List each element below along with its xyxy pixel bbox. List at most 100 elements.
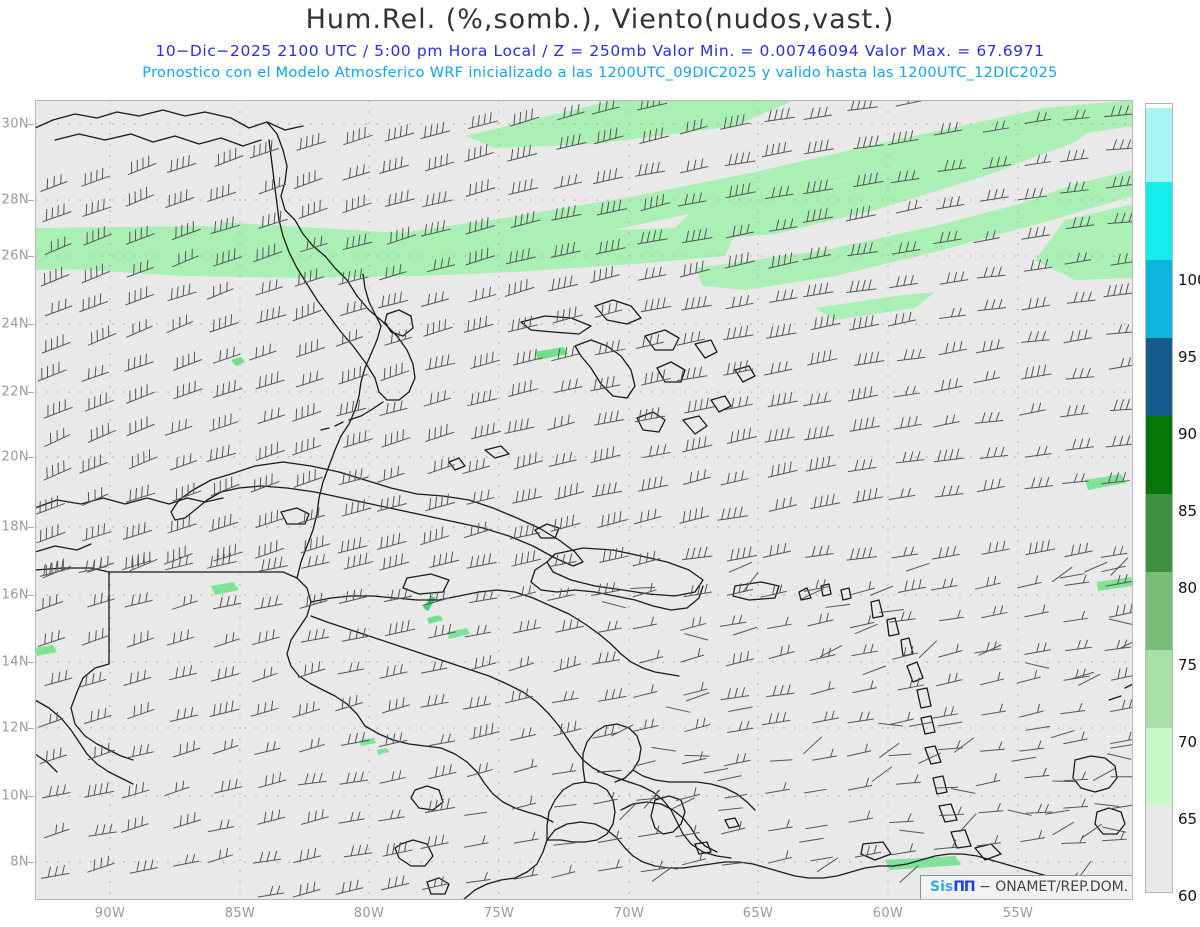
- wind-barb: [1062, 608, 1090, 625]
- wind-barb: [300, 553, 330, 569]
- colorbar-band: [1146, 182, 1172, 260]
- lon-label: 75W: [483, 906, 515, 921]
- wind-barb: [463, 178, 497, 197]
- wind-barb: [764, 779, 791, 796]
- wind-barb: [819, 644, 843, 658]
- wind-barb: [592, 724, 620, 739]
- map-panel[interactable]: SisΠΠ − ONAMET/REP.DOM. 30N 28N 26N 24N 22N 2…: [2, 100, 1133, 921]
- wind-barb: [256, 808, 286, 825]
- lat-label: 10N: [1, 788, 29, 804]
- wind-barb: [937, 643, 963, 658]
- wind-barb: [293, 337, 327, 358]
- wind-barb: [733, 626, 758, 636]
- wind-barb: [120, 520, 154, 541]
- wind-barb: [163, 417, 194, 436]
- wind-barb: [42, 297, 74, 317]
- wind-barb: [211, 738, 240, 755]
- map-canvas[interactable]: SisΠΠ − ONAMET/REP.DOM.: [35, 100, 1133, 900]
- wind-barb: [427, 763, 457, 780]
- wind-barb: [333, 328, 365, 347]
- wind-barb: [761, 710, 792, 727]
- wind-barb: [291, 880, 322, 898]
- wind-barb: [897, 578, 927, 594]
- wind-barb: [634, 406, 666, 423]
- wind-barb: [253, 440, 287, 461]
- wind-barb: [36, 711, 65, 728]
- wind-barb: [683, 716, 711, 733]
- wind-barb: [665, 706, 691, 713]
- wind-barb: [675, 786, 701, 801]
- wind-barb: [1024, 662, 1050, 669]
- lat-label: 22N: [1, 384, 29, 400]
- wind-barb: [545, 413, 576, 431]
- wind-barb: [342, 551, 375, 570]
- wind-barb: [800, 588, 824, 600]
- wind-barb: [596, 510, 629, 528]
- wind-barb: [548, 451, 578, 467]
- colorbar-band: [1146, 728, 1172, 806]
- wind-barb: [338, 299, 369, 317]
- colorbar[interactable]: [1145, 103, 1173, 893]
- wind-barb: [1052, 780, 1078, 783]
- wind-barb: [1109, 730, 1133, 746]
- wind-barb: [465, 869, 492, 887]
- wind-barb: [247, 342, 278, 361]
- wind-barb: [122, 284, 156, 306]
- coastlines: [35, 109, 1133, 900]
- wind-barb: [382, 123, 416, 142]
- wind-barb: [846, 544, 879, 564]
- wind-barb: [761, 141, 793, 158]
- wind-barb: [631, 550, 662, 567]
- wind-barb: [43, 669, 74, 687]
- logo-owner: − ONAMET/REP.DOM.: [974, 879, 1129, 895]
- wind-barb: [1024, 603, 1050, 619]
- wind-barb: [380, 696, 411, 714]
- wind-barb: [766, 460, 799, 478]
- wind-barb: [812, 709, 840, 725]
- wind-barb: [1105, 432, 1133, 451]
- wind-barb: [35, 522, 67, 544]
- wind-barb: [803, 424, 835, 442]
- wind-barb: [899, 829, 924, 834]
- wind-barb: [300, 627, 330, 644]
- wind-barb: [513, 829, 540, 846]
- wind-barb: [253, 594, 284, 611]
- wind-barb: [206, 847, 235, 864]
- wind-barb: [850, 580, 876, 596]
- wind-barb: [553, 801, 578, 810]
- wind-barb: [1050, 730, 1075, 739]
- logo-sis: Sis: [930, 879, 954, 895]
- wind-barb: [167, 452, 199, 471]
- wind-barb: [250, 628, 281, 646]
- wind-barb: [41, 397, 75, 419]
- colorbar-tick-label: 65: [1178, 810, 1198, 828]
- wind-barb: [213, 778, 243, 794]
- wind-barb: [1059, 147, 1090, 165]
- wind-barb: [298, 591, 329, 609]
- wind-barb: [718, 807, 743, 811]
- colorbar-panel[interactable]: 100 95 90 85 80 75 70 65 60: [1145, 100, 1200, 905]
- wind-barb: [870, 585, 894, 596]
- wind-barb: [845, 277, 878, 296]
- wind-barb: [122, 382, 157, 404]
- wind-barb: [805, 455, 837, 472]
- wind-barb: [681, 544, 714, 563]
- wind-barb: [211, 146, 245, 167]
- wind-barb: [768, 496, 798, 512]
- wind-barb: [765, 322, 798, 340]
- wind-barb: [852, 679, 878, 695]
- wind-barb: [848, 314, 880, 331]
- wind-barb: [119, 551, 153, 571]
- wind-barb: [170, 350, 204, 371]
- lat-tick: [28, 796, 34, 797]
- wind-barb: [375, 464, 406, 483]
- wind-barb: [799, 837, 824, 843]
- wind-barb: [595, 619, 623, 635]
- lon-label: 90W: [94, 906, 126, 921]
- wind-barb: [428, 732, 456, 748]
- lat-tick: [28, 392, 34, 393]
- wind-barb: [211, 378, 244, 398]
- wind-barb: [162, 187, 196, 209]
- wind-barb: [511, 451, 544, 470]
- wind-barb: [728, 561, 752, 573]
